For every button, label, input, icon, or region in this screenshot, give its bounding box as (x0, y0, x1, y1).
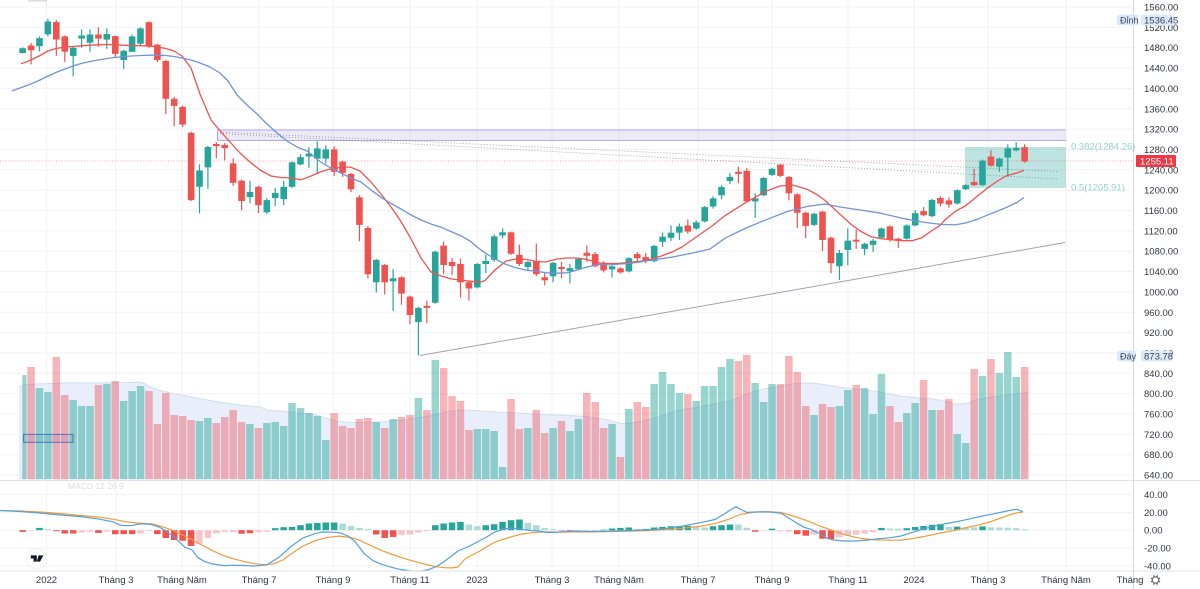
svg-text:1160.00: 1160.00 (1144, 206, 1178, 217)
svg-text:1255.11: 1255.11 (1140, 156, 1174, 167)
svg-text:0.5(1205.91): 0.5(1205.91) (1071, 183, 1125, 194)
svg-text:1440.00: 1440.00 (1144, 64, 1178, 75)
svg-text:Đáy: Đáy (1120, 351, 1137, 361)
svg-text:920.00: 920.00 (1144, 328, 1173, 339)
svg-text:Tháng 9: Tháng 9 (316, 575, 351, 586)
svg-text:1360.00: 1360.00 (1144, 104, 1178, 115)
svg-text:800.00: 800.00 (1144, 389, 1173, 400)
svg-text:873.78: 873.78 (1144, 351, 1173, 362)
svg-text:Tháng 7: Tháng 7 (242, 575, 277, 586)
svg-text:0.00: 0.00 (1144, 526, 1163, 537)
svg-text:Tháng Năm: Tháng Năm (157, 575, 207, 586)
svg-text:1040.00: 1040.00 (1144, 267, 1178, 278)
svg-text:1536.45: 1536.45 (1144, 15, 1178, 26)
svg-text:Tháng 11: Tháng 11 (828, 575, 867, 586)
svg-text:Đỉnh: Đỉnh (1120, 15, 1139, 25)
svg-text:720.00: 720.00 (1144, 430, 1173, 441)
svg-text:1560.00: 1560.00 (1144, 3, 1178, 14)
svg-text:2023: 2023 (466, 575, 487, 586)
svg-text:1240.00: 1240.00 (1144, 165, 1178, 176)
svg-text:Tháng 3: Tháng 3 (971, 575, 1006, 586)
svg-text:1480.00: 1480.00 (1144, 43, 1178, 54)
svg-text:2024: 2024 (903, 575, 924, 586)
svg-text:20.00: 20.00 (1144, 508, 1168, 519)
svg-text:640.00: 640.00 (1144, 471, 1173, 482)
svg-text:1320.00: 1320.00 (1144, 125, 1178, 136)
svg-text:1000.00: 1000.00 (1144, 287, 1178, 298)
svg-text:40.00: 40.00 (1144, 490, 1168, 501)
svg-text:1400.00: 1400.00 (1144, 84, 1178, 95)
svg-text:1280.00: 1280.00 (1144, 145, 1178, 156)
svg-text:840.00: 840.00 (1144, 369, 1173, 380)
svg-text:960.00: 960.00 (1144, 308, 1173, 319)
svg-text:1080.00: 1080.00 (1144, 247, 1178, 258)
svg-text:Tháng 11: Tháng 11 (390, 575, 429, 586)
svg-text:-20.00: -20.00 (1144, 544, 1171, 555)
svg-text:Tháng 9: Tháng 9 (755, 575, 790, 586)
svg-text:Tháng 3: Tháng 3 (99, 575, 134, 586)
svg-text:0.382(1284.26): 0.382(1284.26) (1071, 142, 1135, 153)
svg-text:1120.00: 1120.00 (1144, 226, 1178, 237)
svg-text:Tháng Năm: Tháng Năm (1041, 575, 1091, 586)
svg-text:680.00: 680.00 (1144, 450, 1173, 461)
svg-text:2022: 2022 (36, 575, 57, 586)
svg-text:Tháng: Tháng (1117, 575, 1144, 586)
svg-text:1520.00: 1520.00 (1144, 23, 1178, 34)
svg-text:760.00: 760.00 (1144, 410, 1173, 421)
svg-text:-40.00: -40.00 (1144, 561, 1171, 572)
svg-text:Tháng 3: Tháng 3 (535, 575, 570, 586)
svg-text:Tháng 7: Tháng 7 (681, 575, 716, 586)
svg-text:Tháng Năm: Tháng Năm (594, 575, 644, 586)
svg-text:1200.00: 1200.00 (1144, 186, 1178, 197)
svg-text:MACD 12 26 9: MACD 12 26 9 (68, 481, 124, 491)
